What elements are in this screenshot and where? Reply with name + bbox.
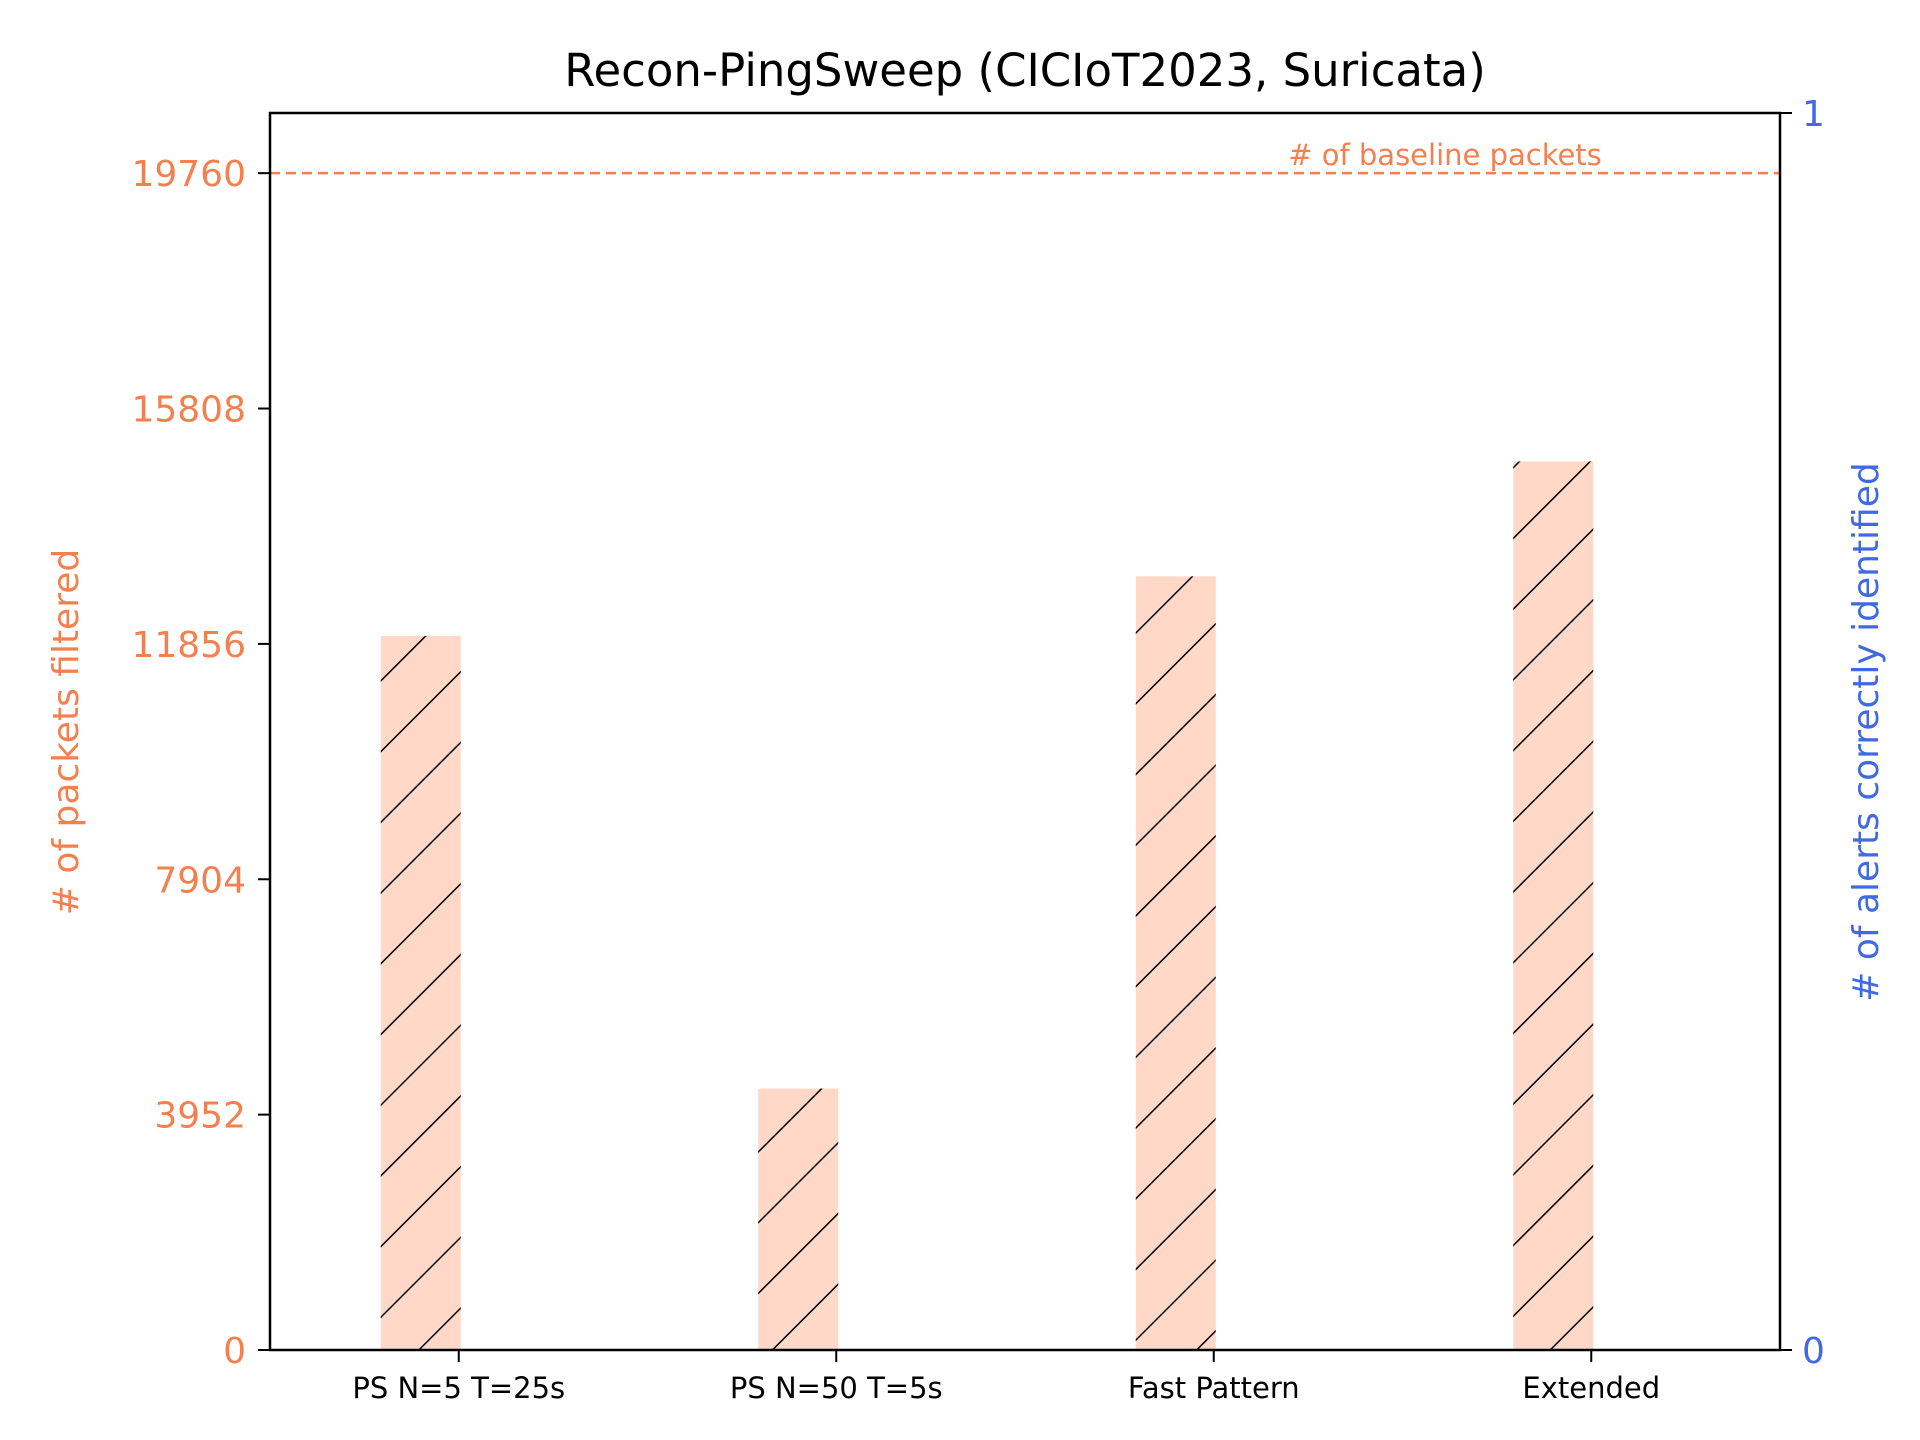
- y-axis-label-right: # of alerts correctly identified: [1846, 462, 1887, 1002]
- plot-frame: [268, 111, 1782, 1352]
- right-axis-ticks: 01: [1780, 94, 1825, 1372]
- left-tick-label: 3952: [154, 1096, 246, 1137]
- bar-hatch: [380, 635, 461, 1350]
- baseline-reference-label: # of baseline packets: [1288, 138, 1602, 172]
- x-tick-label: PS N=50 T=5s: [730, 1371, 943, 1405]
- bar-hatch: [1135, 576, 1216, 1350]
- right-tick-label: 0: [1802, 1331, 1825, 1372]
- bars: [380, 461, 1594, 1350]
- x-tick-label: Extended: [1522, 1371, 1660, 1405]
- bar-hatch: [758, 1088, 839, 1350]
- right-tick-label: 1: [1802, 94, 1825, 135]
- left-tick-label: 19760: [131, 154, 246, 195]
- left-tick-label: 11856: [131, 625, 246, 666]
- x-tick-label: PS N=5 T=25s: [352, 1371, 565, 1405]
- y-axis-label-left: # of packets filtered: [46, 549, 87, 915]
- x-axis-ticks: PS N=5 T=25s PS N=50 T=5s Fast Pattern Exte…: [352, 1350, 1660, 1405]
- left-tick-label: 7904: [154, 860, 246, 901]
- left-tick-label: 0: [223, 1331, 246, 1372]
- left-axis-ticks: 0 3952 7904 11856 15808 19760: [131, 154, 270, 1372]
- reference-line-group: # of baseline packets: [270, 138, 1780, 175]
- bar-hatch: [1513, 461, 1594, 1350]
- x-tick-label: Fast Pattern: [1128, 1371, 1300, 1405]
- chart-title: Recon-PingSweep (CICIoT2023, Suricata): [564, 44, 1486, 97]
- left-tick-label: 15808: [131, 390, 246, 431]
